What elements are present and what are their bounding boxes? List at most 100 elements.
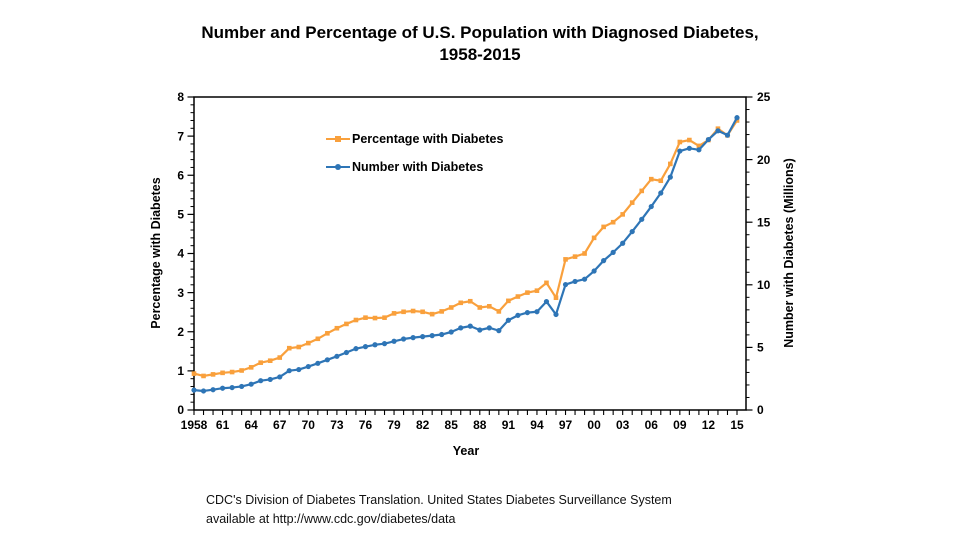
data-point xyxy=(534,309,540,315)
y-right-tick-label: 10 xyxy=(757,278,771,292)
y-left-tick-label: 1 xyxy=(177,364,184,378)
x-tick-label: 94 xyxy=(530,418,544,432)
data-point xyxy=(277,355,283,360)
data-point xyxy=(353,317,359,323)
data-point xyxy=(267,376,273,383)
data-point xyxy=(629,228,635,235)
x-tick-label: 12 xyxy=(702,418,716,432)
data-point xyxy=(724,132,731,138)
data-point xyxy=(210,387,216,393)
x-tick-label: 1958 xyxy=(181,418,208,432)
data-point xyxy=(439,331,445,338)
data-point xyxy=(496,309,502,314)
chart-legend: Percentage with Diabetes Number with Dia… xyxy=(326,130,503,186)
data-point xyxy=(391,338,397,344)
x-tick-label: 70 xyxy=(302,418,316,432)
data-point xyxy=(191,371,197,376)
data-point xyxy=(372,315,378,321)
data-point xyxy=(496,328,502,334)
data-point xyxy=(324,357,330,363)
data-point xyxy=(296,344,302,350)
data-point xyxy=(668,161,673,167)
data-point xyxy=(601,258,607,264)
data-point xyxy=(553,295,559,301)
y-right-tick-label: 15 xyxy=(757,215,771,229)
data-point xyxy=(362,344,369,350)
source-citation-line1: CDC's Division of Diabetes Translation. … xyxy=(206,493,672,507)
data-point xyxy=(687,137,692,143)
x-tick-label: 82 xyxy=(416,418,430,432)
data-point xyxy=(344,321,349,327)
data-point xyxy=(686,145,692,151)
data-point xyxy=(477,327,483,333)
data-point xyxy=(477,305,483,310)
x-axis-title: Year xyxy=(452,444,480,458)
data-point xyxy=(239,368,244,373)
data-point xyxy=(448,305,454,310)
data-point xyxy=(610,219,616,225)
data-point xyxy=(219,385,226,391)
data-point xyxy=(505,317,511,323)
data-point xyxy=(467,323,473,329)
data-point xyxy=(420,334,426,340)
data-point xyxy=(667,174,673,180)
data-point xyxy=(553,311,559,318)
data-point xyxy=(487,304,492,309)
data-point xyxy=(191,387,197,393)
data-point xyxy=(201,373,206,379)
legend-percentage-marker-icon xyxy=(326,136,350,142)
y-right-tick-label: 0 xyxy=(757,403,764,417)
data-point xyxy=(210,372,216,377)
data-point xyxy=(648,176,654,182)
data-point xyxy=(582,251,587,256)
y-right-tick-label: 25 xyxy=(757,90,771,104)
data-point xyxy=(429,311,435,317)
x-tick-label: 85 xyxy=(445,418,459,432)
data-point xyxy=(315,360,321,366)
data-point xyxy=(525,290,530,295)
data-point xyxy=(267,358,273,364)
legend-number-label: Number with Diabetes xyxy=(352,160,484,174)
data-point xyxy=(515,312,521,318)
data-point xyxy=(620,240,626,246)
data-point xyxy=(620,212,625,217)
data-point xyxy=(372,342,378,348)
data-point xyxy=(229,369,235,375)
x-tick-label: 09 xyxy=(673,418,687,432)
data-point xyxy=(705,136,712,143)
x-tick-label: 64 xyxy=(244,418,258,432)
x-tick-label: 00 xyxy=(587,418,601,432)
data-point xyxy=(296,366,302,373)
data-point xyxy=(734,118,740,123)
data-point xyxy=(334,353,340,359)
data-point xyxy=(648,203,654,210)
y-left-tick-label: 5 xyxy=(177,208,184,222)
y-right-tick-label: 20 xyxy=(757,153,771,167)
y-left-tick-label: 7 xyxy=(177,129,184,143)
data-point xyxy=(248,381,254,387)
data-point xyxy=(696,147,702,153)
data-point xyxy=(420,309,425,315)
x-tick-label: 76 xyxy=(359,418,373,432)
x-tick-label: 06 xyxy=(645,418,659,432)
data-point xyxy=(601,224,606,230)
data-point xyxy=(658,190,664,196)
data-point xyxy=(639,216,645,222)
data-point xyxy=(544,280,549,286)
data-point xyxy=(563,257,568,262)
data-point xyxy=(610,249,616,255)
x-tick-label: 61 xyxy=(216,418,230,432)
data-point xyxy=(325,331,330,336)
data-point xyxy=(581,276,588,282)
data-point xyxy=(696,143,702,149)
data-point xyxy=(286,368,292,374)
data-point xyxy=(658,178,664,184)
data-point xyxy=(410,308,416,314)
y-right-tick-label: 5 xyxy=(757,341,764,355)
data-point xyxy=(715,128,721,134)
source-citation: CDC's Division of Diabetes Translation. … xyxy=(206,491,806,528)
y-left-tick-label: 6 xyxy=(177,168,184,182)
y-left-tick-label: 3 xyxy=(177,286,184,300)
data-point xyxy=(448,329,454,335)
